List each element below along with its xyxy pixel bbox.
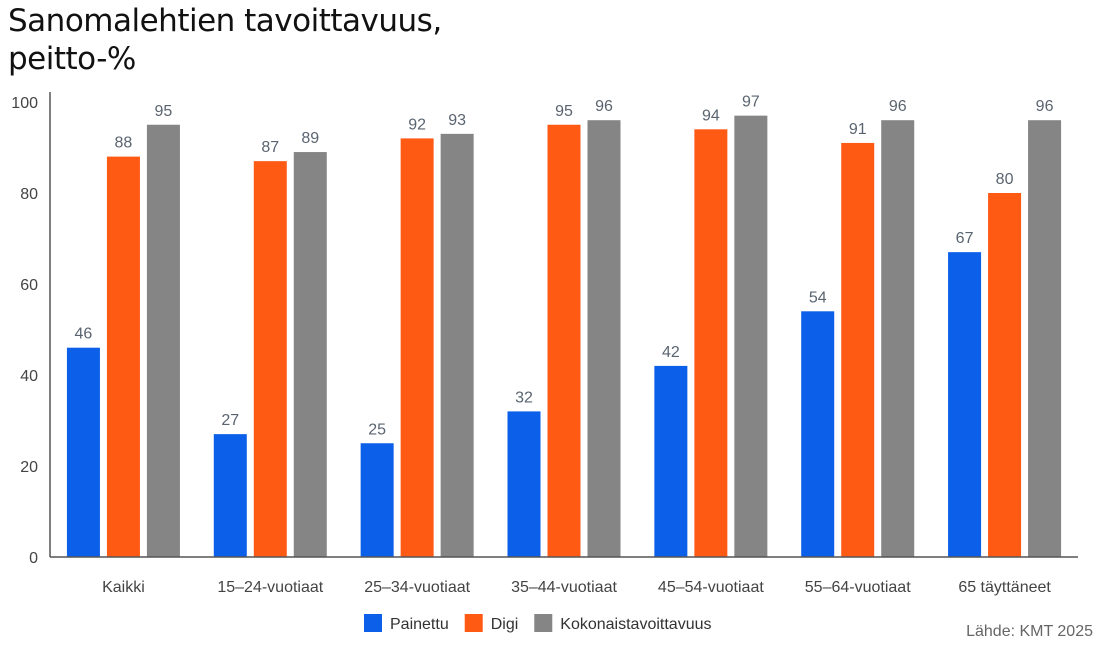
- category-label: 55–64-vuotiaat: [805, 579, 911, 596]
- bar-digi: [400, 138, 434, 557]
- data-label: 95: [155, 103, 173, 120]
- legend-swatch: [364, 614, 382, 632]
- bar-painettu: [360, 443, 394, 557]
- data-label: 94: [702, 107, 720, 124]
- legend: Painettu Digi Kokonaistavoittavuus: [364, 614, 711, 633]
- y-tick-label: 60: [20, 277, 38, 294]
- bar-digi: [841, 142, 875, 557]
- bar-painettu: [801, 311, 835, 557]
- bar-painettu: [948, 252, 982, 557]
- data-label: 42: [662, 344, 680, 361]
- bar-digi: [988, 193, 1022, 557]
- chart-title-line-2: peitto-%: [8, 41, 136, 77]
- data-label: 95: [555, 103, 573, 120]
- data-label: 67: [956, 230, 974, 247]
- data-label: 87: [261, 139, 279, 156]
- bar-kokonaistavoittavuus: [587, 120, 621, 557]
- bar-painettu: [654, 365, 688, 557]
- data-label: 96: [889, 98, 907, 115]
- legend-swatch: [464, 614, 483, 632]
- bar-painettu: [66, 347, 100, 557]
- legend-swatch: [534, 614, 553, 632]
- data-label: 80: [996, 171, 1014, 188]
- category-label: 45–54-vuotiaat: [658, 579, 764, 596]
- legend-label: Digi: [491, 616, 519, 633]
- category-label: Kaikki: [102, 579, 145, 596]
- data-label: 25: [368, 421, 386, 438]
- bar-kokonaistavoittavuus: [1028, 120, 1062, 557]
- data-label: 92: [408, 116, 426, 133]
- data-label: 54: [809, 289, 827, 306]
- y-tick-label: 0: [29, 550, 38, 567]
- category-label: 15–24-vuotiaat: [217, 579, 323, 596]
- data-label: 91: [849, 121, 867, 138]
- legend-label: Painettu: [390, 616, 449, 633]
- y-tick-label: 100: [11, 95, 38, 112]
- data-label: 32: [515, 389, 533, 406]
- value-labels: 46 88 95 27 87 89 25 92 93 32 95 96 42 94 97 54 91 96 67 80…: [75, 94, 1054, 439]
- bar-digi: [253, 161, 287, 557]
- y-axis-ticks: 0 20 40 60 80 100: [11, 95, 38, 567]
- data-label: 93: [448, 112, 466, 129]
- bar-kokonaistavoittavuus: [881, 120, 915, 557]
- bar-digi: [547, 124, 581, 557]
- chart-title: Sanomalehtien tavoittavuus, peitto-%: [8, 2, 442, 78]
- bar-painettu: [507, 411, 541, 557]
- y-tick-label: 80: [20, 186, 38, 203]
- bar-digi: [694, 129, 728, 558]
- bar-digi: [106, 156, 140, 557]
- y-tick-label: 20: [20, 459, 38, 476]
- category-label: 25–34-vuotiaat: [364, 579, 470, 596]
- legend-label: Kokonaistavoittavuus: [560, 616, 711, 633]
- bars: [66, 115, 1062, 558]
- category-labels: Kaikki 15–24-vuotiaat 25–34-vuotiaat 35–44-…: [102, 579, 1051, 596]
- data-label: 96: [595, 98, 613, 115]
- data-label: 89: [301, 130, 319, 147]
- data-label: 46: [75, 326, 93, 343]
- data-label: 96: [1036, 98, 1054, 115]
- y-tick-label: 40: [20, 368, 38, 385]
- bar-kokonaistavoittavuus: [293, 152, 327, 558]
- data-label: 88: [115, 135, 133, 152]
- data-label: 27: [221, 412, 239, 429]
- bar-kokonaistavoittavuus: [440, 133, 474, 557]
- data-label: 97: [742, 94, 760, 111]
- bar-kokonaistavoittavuus: [734, 115, 768, 558]
- category-label: 65 täyttäneet: [958, 579, 1051, 596]
- bar-painettu: [213, 434, 247, 557]
- source-note: Lähde: KMT 2025: [966, 623, 1093, 640]
- bar-kokonaistavoittavuus: [146, 124, 180, 557]
- category-label: 35–44-vuotiaat: [511, 579, 617, 596]
- chart-title-line-1: Sanomalehtien tavoittavuus,: [8, 3, 442, 39]
